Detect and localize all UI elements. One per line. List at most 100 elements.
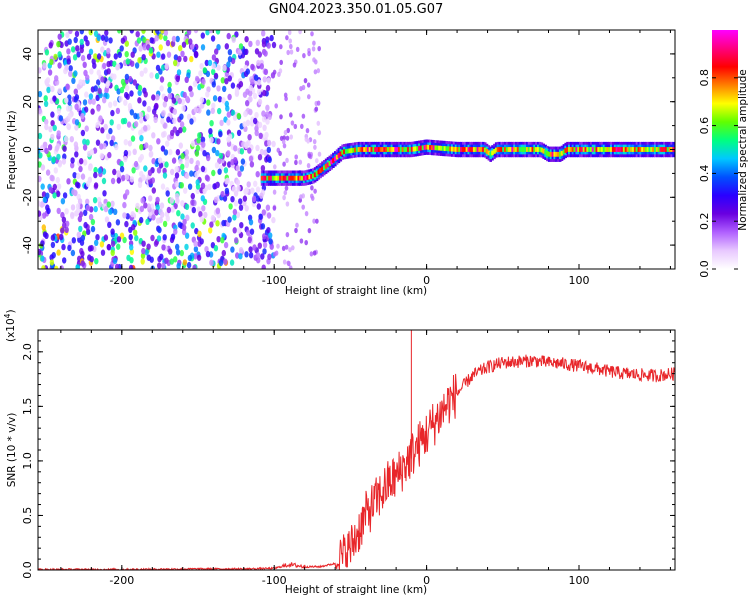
signal-track-cell (447, 146, 450, 152)
spectrogram-cell (79, 38, 84, 46)
spectrogram-cell (315, 218, 319, 224)
spectrogram-cell (55, 176, 60, 184)
figure-title: GN04.2023.350.01.05.G07 (269, 2, 444, 17)
spectrogram-cell (77, 215, 83, 223)
spectrogram-cell (168, 248, 173, 255)
spectrogram-cell (262, 248, 267, 255)
signal-track-cell (579, 147, 582, 152)
spectrogram-cell (144, 249, 149, 256)
spectrogram-cell (46, 86, 51, 94)
signal-track-cell (557, 151, 560, 157)
spectrogram-cell (288, 247, 292, 253)
spectrogram-cell (116, 243, 121, 250)
spectrogram-cell (72, 172, 77, 179)
spectrogram-cell (273, 251, 277, 257)
spectrogram-cell (56, 130, 61, 137)
spectrogram-cell (286, 127, 291, 134)
spectrogram-cell (255, 252, 261, 259)
spectrogram-cell (282, 195, 286, 201)
spectrogram-cell (133, 121, 139, 128)
spectrogram-cell (142, 100, 147, 107)
signal-track-cell (270, 175, 273, 181)
spectrogram-cell (259, 148, 265, 156)
spectrogram-cell (119, 160, 124, 168)
spectrogram-cell (296, 95, 301, 101)
signal-track-cell (588, 147, 591, 152)
spectrogram-cell (163, 34, 168, 42)
signal-track-cell (282, 175, 286, 181)
spectrogram-cell (157, 157, 163, 164)
spectrogram-cell (92, 62, 97, 69)
spectrogram-cell (257, 121, 263, 129)
spectrogram-cell (159, 202, 165, 209)
signal-track-cell (335, 154, 339, 160)
spectrogram-cell (170, 206, 175, 213)
spectrogram-cell (207, 59, 213, 67)
spectrogram-cell (243, 110, 248, 118)
spectrogram-cell (123, 99, 128, 106)
signal-track-cell (591, 147, 595, 152)
spectrogram-cell (143, 165, 148, 172)
signal-track-cell (454, 147, 458, 152)
signal-track-cell (260, 175, 264, 181)
signal-track-cell (599, 147, 602, 152)
signal-track-cell (372, 147, 375, 152)
colorbar-tick-label: 0.4 (698, 165, 711, 183)
spectrogram-cell (137, 97, 142, 104)
spectrogram-cell (247, 236, 252, 244)
signal-track-cell (321, 166, 324, 172)
spectrogram-cell (164, 63, 169, 70)
signal-track-cell (421, 145, 425, 151)
spectrogram-cell (38, 67, 42, 74)
spectrogram-cell (238, 81, 244, 88)
spectrogram-cell (180, 200, 185, 207)
spectrogram-cell (76, 172, 81, 180)
signal-track-cell (280, 175, 284, 181)
spectrogram-cell (173, 59, 178, 67)
spectrogram-cell (227, 75, 232, 82)
signal-track-cell (633, 147, 637, 152)
x-tick-label: 0 (423, 274, 430, 287)
signal-track-cell (438, 145, 441, 151)
spectrogram-cell (209, 221, 214, 228)
signal-track-cell (339, 151, 343, 157)
spectrogram-cell (189, 157, 194, 165)
spectrogram-cell (224, 78, 229, 85)
x-tick-label: -200 (109, 274, 134, 287)
spectrogram-cell (70, 162, 75, 169)
spectrogram-cell (201, 141, 206, 148)
spectrogram-cell (163, 149, 169, 156)
spectrogram-cell (116, 177, 122, 184)
signal-track-cell (540, 147, 544, 153)
spectrogram-cell (258, 213, 263, 220)
spectrogram-cell (207, 183, 212, 191)
spectrogram-cell (151, 187, 156, 194)
spectrogram-cell (133, 160, 139, 168)
spectrogram-cell (201, 78, 206, 85)
spectrogram-cell (235, 165, 240, 172)
spectrogram-cell (272, 69, 277, 75)
spectrogram-cell (258, 132, 263, 139)
signal-track-cell (526, 147, 529, 152)
spectrogram-cell (179, 182, 184, 189)
spectrogram-cell (160, 183, 166, 190)
spectrogram-cell (236, 227, 242, 234)
signal-track-cell (394, 147, 397, 152)
spectrogram-cell (139, 135, 144, 142)
spectrogram-cell (190, 192, 195, 200)
spectrogram-cell (61, 216, 67, 223)
spectrogram-cell (254, 129, 259, 137)
snr-exponent-close: ) (5, 309, 17, 313)
spectrogram-cell (271, 140, 276, 148)
spectrogram-cell (127, 102, 133, 110)
spectrogram-cell (154, 103, 159, 110)
signal-track-cell (264, 175, 268, 181)
spectrogram-cell (155, 204, 160, 211)
spectrogram-cell (68, 70, 73, 78)
spectrogram-cell (256, 203, 261, 210)
spectrogram-cell (129, 176, 135, 183)
spectrogram-cell (230, 196, 235, 203)
x-tick-label: 0 (423, 574, 430, 587)
spectrogram-cell (125, 58, 130, 65)
